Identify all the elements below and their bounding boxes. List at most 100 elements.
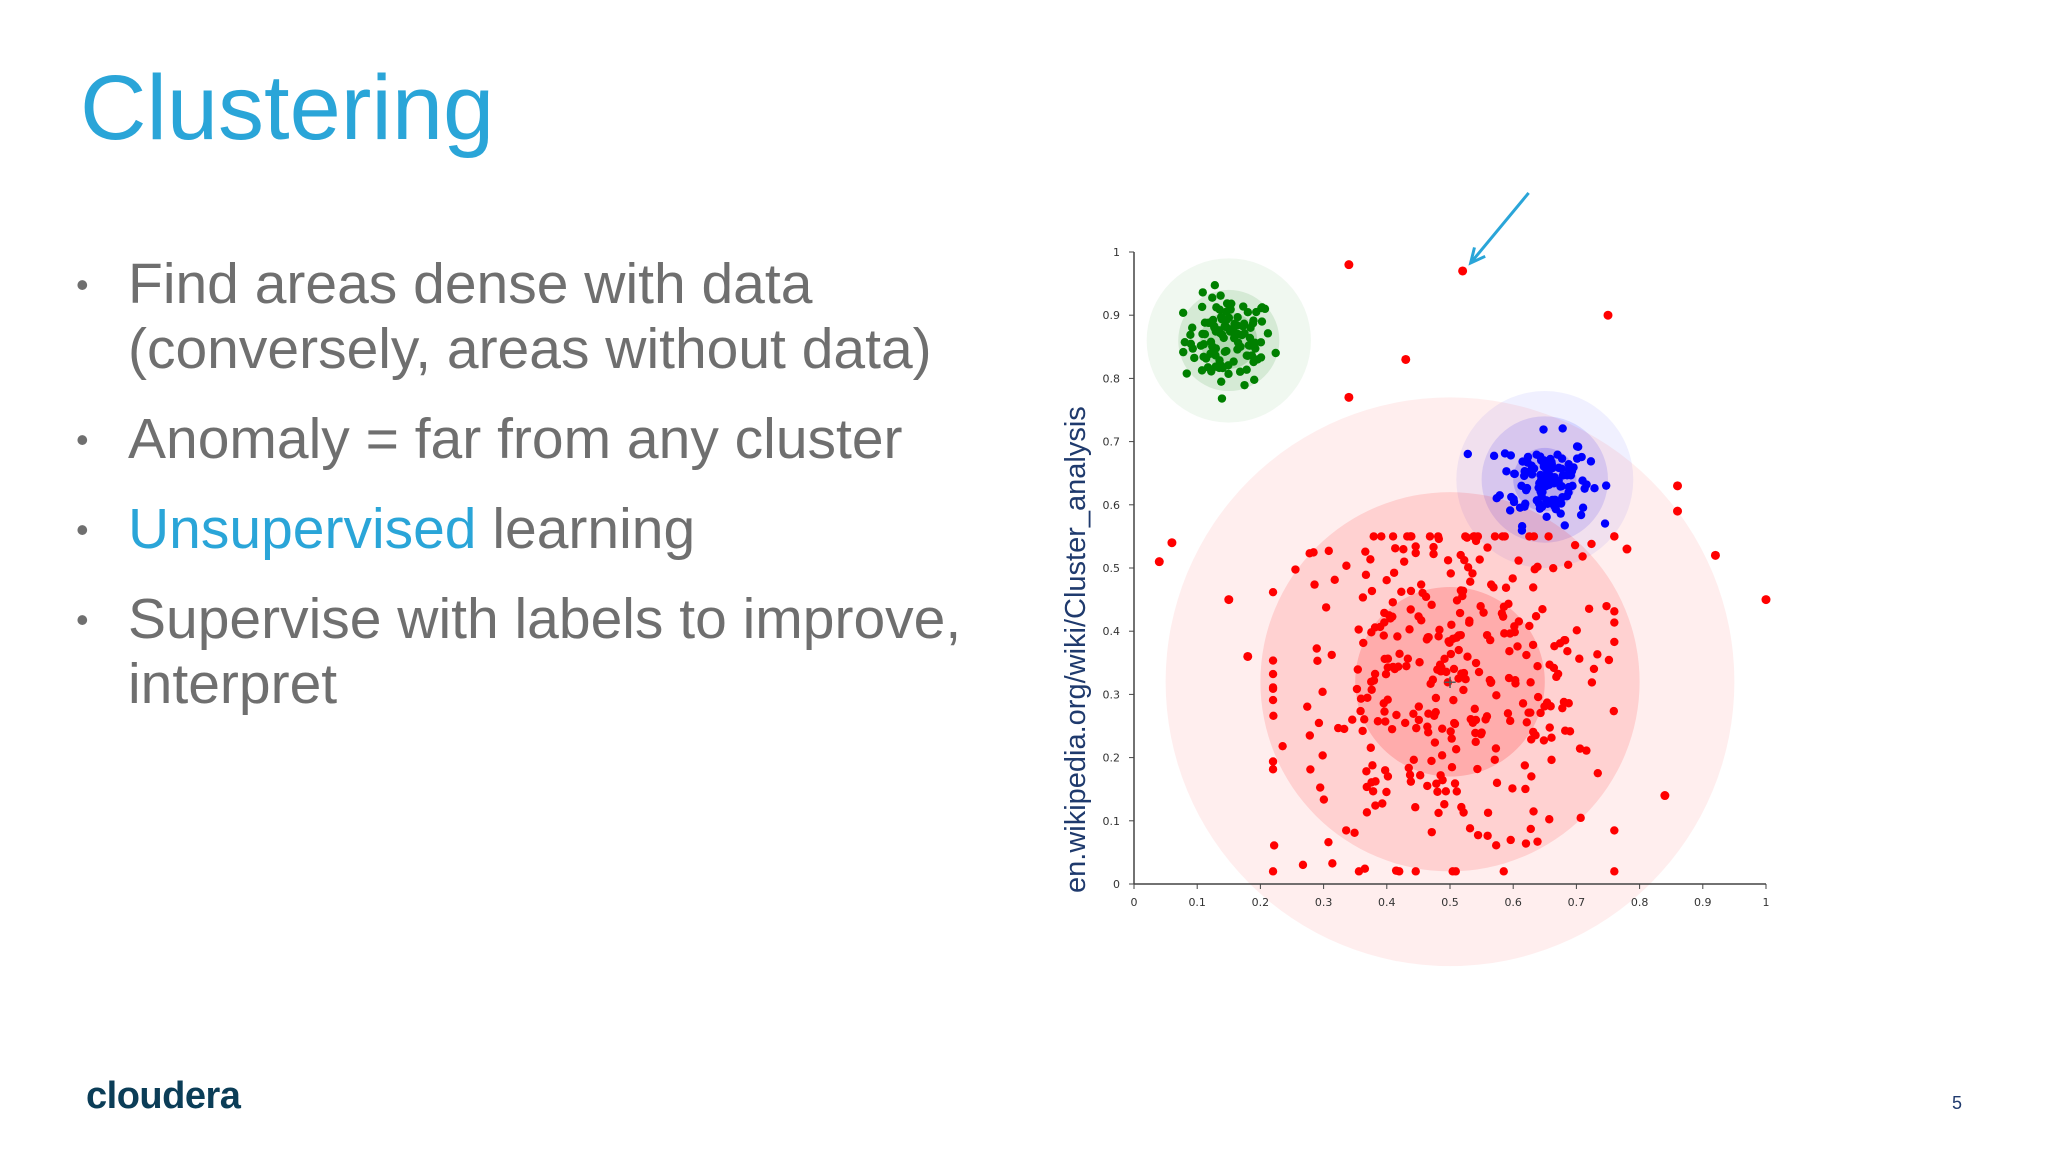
outlier-point <box>1761 595 1771 605</box>
red-point <box>1471 715 1481 725</box>
red-point <box>1324 837 1333 847</box>
y-tick-label: 0.5 <box>1103 562 1121 575</box>
red-point <box>1409 709 1418 718</box>
red-point <box>1342 561 1351 570</box>
red-point <box>1454 631 1463 640</box>
red-point <box>1380 707 1389 716</box>
red-point <box>1377 532 1386 541</box>
red-point <box>1441 787 1451 796</box>
red-point <box>1449 695 1458 705</box>
red-point <box>1463 563 1473 572</box>
red-point <box>1434 808 1443 818</box>
bullet-item: Supervise with labels to improve, interp… <box>76 587 1016 717</box>
y-tick-label: 0.9 <box>1103 309 1121 322</box>
red-point <box>1411 548 1420 558</box>
red-point <box>1513 642 1522 651</box>
red-point <box>1431 707 1440 717</box>
red-point <box>1313 656 1322 666</box>
red-point <box>1366 555 1375 564</box>
red-point <box>1382 576 1391 585</box>
green-point <box>1203 318 1213 327</box>
red-point <box>1367 685 1376 694</box>
green-point <box>1203 363 1213 372</box>
outlier-point <box>1401 354 1411 364</box>
red-point <box>1414 702 1424 711</box>
red-point <box>1366 743 1375 752</box>
green-point <box>1186 330 1195 339</box>
red-point <box>1447 763 1457 772</box>
red-point <box>1479 608 1488 617</box>
red-point <box>1414 715 1424 725</box>
green-point <box>1229 357 1238 366</box>
bullet-list: Find areas dense with data (conversely, … <box>76 252 1016 742</box>
red-point <box>1582 746 1591 755</box>
green-point <box>1199 340 1209 349</box>
red-point <box>1268 757 1278 766</box>
red-point <box>1450 718 1459 728</box>
red-point <box>1483 543 1492 552</box>
y-tick-label: 1 <box>1113 246 1120 259</box>
red-point <box>1451 867 1460 876</box>
green-point <box>1243 308 1253 317</box>
green-point <box>1211 344 1221 353</box>
red-point <box>1305 549 1314 558</box>
red-point <box>1454 674 1463 683</box>
red-point <box>1324 546 1333 556</box>
red-point <box>1499 867 1508 876</box>
red-point <box>1399 557 1409 566</box>
red-point <box>1610 607 1619 616</box>
outlier-point <box>1622 544 1632 554</box>
blue-point <box>1601 481 1611 490</box>
red-point <box>1553 669 1563 679</box>
outlier-point <box>1673 481 1683 491</box>
bullet-item: Anomaly = far from any cluster <box>76 407 1016 472</box>
red-point <box>1505 716 1515 726</box>
red-point <box>1381 717 1390 726</box>
blue-point <box>1554 463 1563 473</box>
blue-point <box>1564 460 1573 469</box>
red-point <box>1373 717 1383 726</box>
red-point <box>1423 722 1432 731</box>
bullet-item: Unsupervised learning <box>76 497 1016 562</box>
red-point <box>1416 580 1426 589</box>
red-point <box>1411 867 1420 876</box>
cluster-scatter-plot: 0 0.1 0.2 0.3 0.4 0.5 0.6 0.7 0.8 0.9 1 0 0.1 0.2 0.3 0… <box>1103 192 1771 967</box>
red-point <box>1492 778 1502 788</box>
red-point <box>1393 632 1402 641</box>
red-point <box>1370 669 1380 679</box>
blue-point <box>1550 473 1559 482</box>
red-point <box>1437 751 1447 760</box>
red-point <box>1380 618 1389 627</box>
red-point <box>1455 608 1465 618</box>
red-point <box>1268 867 1278 876</box>
red-point <box>1498 612 1508 621</box>
red-point <box>1327 650 1336 660</box>
red-point <box>1303 702 1312 711</box>
red-point <box>1602 601 1611 611</box>
red-point <box>1490 532 1500 541</box>
red-point <box>1503 709 1513 718</box>
red-point <box>1362 782 1371 792</box>
green-point <box>1245 333 1255 343</box>
red-point <box>1328 859 1337 868</box>
blue-point <box>1510 469 1519 479</box>
green-point <box>1224 369 1233 379</box>
red-point <box>1610 826 1619 835</box>
red-point <box>1471 658 1481 668</box>
red-point <box>1508 784 1517 793</box>
outlier-point <box>1673 506 1683 516</box>
red-point <box>1533 692 1543 702</box>
red-point <box>1305 731 1315 740</box>
red-point <box>1465 618 1474 627</box>
y-tick-label: 0.7 <box>1103 436 1121 449</box>
blue-point <box>1539 425 1548 434</box>
red-point <box>1593 768 1602 778</box>
red-point <box>1540 702 1549 711</box>
x-tick-label: 0.4 <box>1378 896 1396 909</box>
red-point <box>1411 542 1420 551</box>
red-point <box>1468 569 1477 578</box>
annotation-arrow-head <box>1468 247 1486 266</box>
blue-point <box>1537 492 1546 501</box>
outlier-point <box>1344 392 1354 402</box>
red-point <box>1459 685 1468 695</box>
